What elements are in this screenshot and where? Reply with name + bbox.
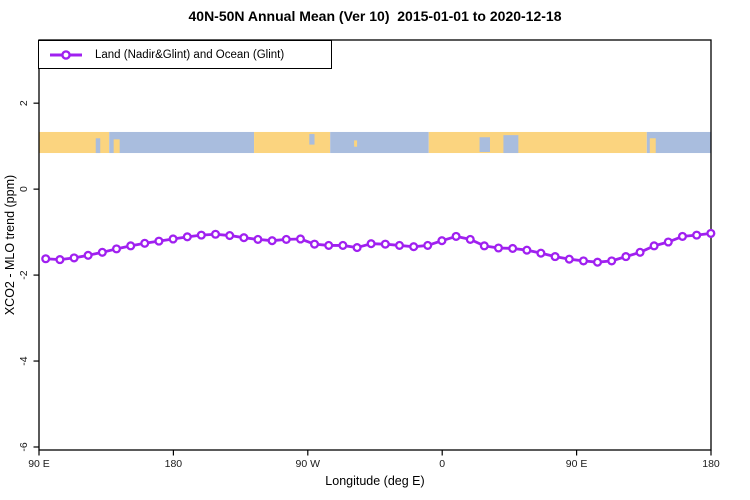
y-tick-label: -2 — [18, 270, 30, 279]
data-point-marker — [324, 240, 334, 250]
data-point-marker — [239, 233, 249, 243]
data-point-marker — [706, 228, 716, 238]
data-point-marker — [692, 230, 702, 240]
data-point-marker — [409, 242, 419, 252]
data-point-marker — [225, 230, 235, 241]
y-tick-label: 2 — [18, 100, 30, 106]
x-tick-label: 90 E — [28, 458, 50, 470]
map-band-land-speck — [113, 139, 120, 154]
map-band-land-segment — [428, 131, 647, 154]
legend-line-marker-icon — [50, 49, 82, 60]
data-point-marker — [126, 241, 136, 251]
data-point-marker — [522, 245, 532, 255]
map-band-ocean-speck — [309, 134, 315, 145]
data-point-marker — [196, 230, 206, 240]
data-point-marker — [649, 241, 659, 251]
data-point-marker — [592, 257, 603, 267]
map-band-land-segment — [254, 131, 331, 154]
data-point-marker — [607, 256, 617, 266]
data-point-marker — [352, 243, 362, 253]
data-point-marker — [83, 250, 93, 260]
map-band-ocean-speck — [95, 138, 101, 154]
plot-border — [38, 39, 712, 451]
x-tick-label: 0 — [439, 458, 445, 470]
map-band-ocean-segment — [646, 131, 711, 154]
data-point-marker — [69, 253, 79, 263]
legend-label: Land (Nadir&Glint) and Ocean (Glint) — [95, 48, 285, 61]
data-point-marker — [281, 234, 291, 244]
data-point-marker — [479, 241, 489, 251]
map-band-land-speck — [649, 138, 656, 154]
map-band-ocean-segment — [330, 131, 429, 154]
data-point-marker — [140, 238, 150, 248]
data-point-marker — [253, 234, 263, 244]
data-point-marker — [309, 239, 320, 249]
x-axis-label: Longitude (deg E) — [325, 474, 425, 488]
x-tick-label: 180 — [165, 458, 183, 470]
data-point-marker — [677, 231, 688, 241]
data-point-marker — [536, 248, 546, 258]
y-tick-label: -6 — [18, 442, 30, 451]
map-band-ocean-speck — [479, 137, 490, 152]
data-point-marker — [423, 240, 433, 250]
data-point-marker — [41, 254, 51, 264]
data-point-marker — [437, 236, 447, 246]
data-point-marker — [493, 243, 504, 253]
data-point-marker — [635, 247, 645, 257]
data-point-marker — [366, 239, 376, 249]
data-point-marker — [380, 239, 390, 249]
data-point-marker — [154, 236, 164, 246]
x-tick-label: 180 — [702, 458, 720, 470]
data-point-marker — [182, 232, 192, 242]
map-band-ocean-segment — [109, 131, 255, 154]
map-band-land-segment — [39, 131, 110, 154]
data-point-marker — [97, 247, 107, 257]
data-point-marker — [168, 234, 178, 244]
data-point-marker — [578, 256, 589, 266]
legend: Land (Nadir&Glint) and Ocean (Glint) — [38, 40, 332, 69]
data-point-marker — [338, 240, 348, 250]
data-point-marker — [451, 231, 461, 241]
data-point-marker — [111, 244, 122, 254]
map-band-land-speck — [354, 140, 358, 147]
data-point-marker — [465, 234, 475, 244]
x-tick-label: 90 W — [296, 458, 321, 470]
y-tick-label: -4 — [18, 356, 30, 365]
data-point-marker — [295, 234, 306, 244]
data-point-marker — [621, 252, 631, 262]
map-band-ocean-speck — [503, 135, 519, 154]
data-point-marker — [210, 229, 221, 239]
data-point-marker — [564, 254, 574, 264]
data-point-marker — [394, 240, 405, 250]
y-axis-label: XCO2 - MLO trend (ppm) — [3, 174, 17, 316]
x-tick-label: 90 E — [566, 458, 588, 470]
data-point-marker — [267, 236, 277, 246]
chart-title: 40N-50N Annual Mean (Ver 10) 2015-01-01 … — [188, 8, 562, 24]
data-point-marker — [663, 237, 673, 247]
y-tick-label: 0 — [18, 186, 30, 192]
data-point-marker — [55, 255, 65, 265]
data-point-marker — [550, 252, 560, 262]
data-point-marker — [508, 243, 518, 253]
